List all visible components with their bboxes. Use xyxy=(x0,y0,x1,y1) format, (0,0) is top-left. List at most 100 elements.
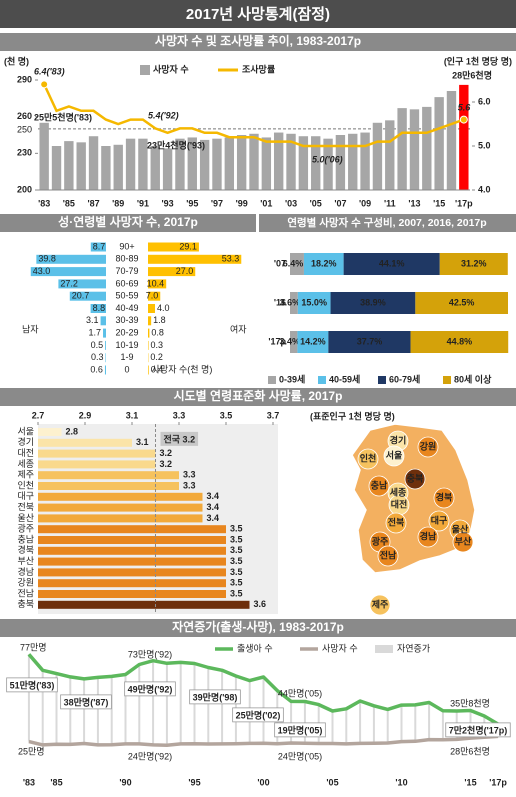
annotation: 28만6천명 xyxy=(452,69,492,80)
category-label: 경남 xyxy=(17,566,34,577)
legend-label: 조사망률 xyxy=(242,63,275,74)
reference-label: 250 xyxy=(17,124,32,134)
bar-male xyxy=(90,304,106,313)
y2-axis-label: (인구 1천 명당 명) xyxy=(444,55,512,66)
bar xyxy=(273,132,284,190)
x-tick-label: '09 xyxy=(359,198,371,208)
bar xyxy=(286,133,296,190)
annotation: 49만명('92) xyxy=(128,683,173,694)
annotation: 5.4('92) xyxy=(148,110,179,120)
value-label: 3.5 xyxy=(230,524,243,534)
category-label: 제주 xyxy=(17,470,34,480)
increase-bar xyxy=(441,710,444,740)
page-title: 2017년 사망통계(잠정) xyxy=(186,5,330,23)
x-tick-label: '07 xyxy=(334,198,346,208)
label-box xyxy=(445,722,511,738)
title-bar xyxy=(0,0,516,28)
bar xyxy=(38,557,226,566)
bar-female xyxy=(148,316,152,326)
age-label: 70-79 xyxy=(115,266,138,276)
annotation: 77만명 xyxy=(20,642,47,652)
deaths-line xyxy=(28,734,499,747)
value-label: 3.1 xyxy=(136,437,149,447)
annotation: 28만6천명 xyxy=(450,746,490,756)
label-box xyxy=(232,707,284,723)
value-label: 3.1 xyxy=(86,315,99,325)
value-label: 8.8 xyxy=(93,303,106,313)
increase-bar xyxy=(124,674,127,744)
bar xyxy=(88,136,99,190)
bar-male xyxy=(100,316,106,326)
annotation: 25만명('02) xyxy=(236,709,281,720)
age-label: 30-39 xyxy=(115,315,138,325)
bar xyxy=(175,138,185,190)
map-region xyxy=(433,487,455,509)
x-tick-label: '91 xyxy=(137,198,149,208)
increase-bar xyxy=(414,704,417,742)
value-label: 3.2 xyxy=(160,459,173,469)
bar xyxy=(335,135,346,190)
chart-title: 자연증가(출생-사망), 1983-2017p xyxy=(172,619,344,634)
category-label: 부산 xyxy=(17,556,34,566)
annotation: 39만명('98) xyxy=(193,691,238,702)
legend-label: 출생아 수 xyxy=(237,643,273,653)
bar xyxy=(38,503,203,512)
map-region xyxy=(369,594,391,616)
bar xyxy=(38,492,203,501)
bar xyxy=(38,579,226,588)
x-tick-label: '05 xyxy=(326,777,338,787)
series-label: 남자 xyxy=(22,324,39,334)
label-box xyxy=(60,694,112,710)
bar-segment xyxy=(328,331,411,353)
y-tick-label: 260 xyxy=(17,111,32,121)
value-label: 3.6 xyxy=(254,599,267,609)
category-label: 전남 xyxy=(17,588,34,598)
value-label: 18.2% xyxy=(311,258,337,268)
value-label: 1.8 xyxy=(153,315,166,325)
legend-label: 80세 이상 xyxy=(454,373,492,384)
map-label: 강원 xyxy=(420,440,437,451)
y-tick-label: 230 xyxy=(17,148,32,158)
bar xyxy=(101,146,111,190)
map-label: 충북 xyxy=(407,472,424,483)
x-tick-label: '10 xyxy=(395,777,407,787)
legend-label: 0-39세 xyxy=(279,373,305,384)
bar xyxy=(38,460,156,469)
label-box xyxy=(6,677,58,693)
value-label: 53.3 xyxy=(222,254,240,264)
map-region xyxy=(368,475,390,497)
legend-swatch xyxy=(443,376,451,384)
bar xyxy=(348,133,358,190)
bar xyxy=(125,138,136,190)
increase-bar xyxy=(55,673,58,745)
increase-bar xyxy=(110,676,113,745)
section-header xyxy=(0,388,516,406)
bar xyxy=(422,106,432,190)
annotation: 19만명('05) xyxy=(278,724,323,735)
bar xyxy=(38,428,62,436)
bar xyxy=(459,84,469,190)
map-label: 대전 xyxy=(391,498,408,509)
age-label: 50-59 xyxy=(115,291,138,301)
increase-bar xyxy=(165,663,168,746)
annotation: 73만명('92) xyxy=(128,649,172,659)
increase-bar xyxy=(303,701,306,744)
x-tick-label: '83 xyxy=(38,198,50,208)
value-label: 0.5 xyxy=(91,340,104,350)
value-label: 44.8% xyxy=(447,336,473,346)
bar xyxy=(38,568,226,577)
bar-female xyxy=(148,304,155,313)
chart-title: 사망자 수 및 조사망률 추이, 1983-2017p xyxy=(155,33,361,48)
value-label: 43.0 xyxy=(33,266,51,276)
x-tick-label: 3.3 xyxy=(173,410,186,420)
bar xyxy=(113,144,123,190)
value-label: 20.7 xyxy=(72,291,90,301)
x-tick-label: '85 xyxy=(50,777,62,787)
annotation: 5.6 xyxy=(458,102,472,112)
value-label: 37.7% xyxy=(357,336,383,346)
value-label: 31.2% xyxy=(461,258,487,268)
x-tick-label: '93 xyxy=(162,198,174,208)
map-region xyxy=(357,448,379,470)
bar xyxy=(38,514,203,523)
legend-label: 사망자 수 xyxy=(153,63,189,74)
